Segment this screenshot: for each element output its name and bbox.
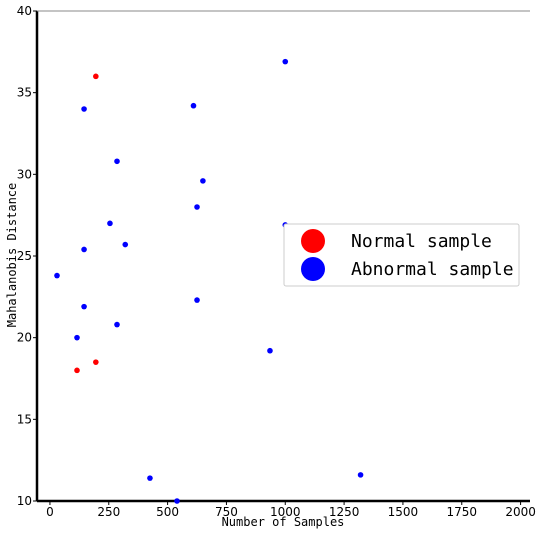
y-tick-label: 15	[17, 412, 32, 426]
x-tick-label: 0	[46, 505, 54, 519]
legend-box	[283, 223, 520, 287]
y-tick-label: 20	[17, 331, 32, 345]
x-ticks: 0 250 500 750 1000 1250 1500 1750 2000	[46, 501, 536, 519]
legend-marker-abnormal	[301, 257, 325, 281]
y-tick-label: 25	[17, 249, 32, 263]
abnormal-sample-point	[81, 106, 87, 112]
x-tick-label: 1750	[446, 505, 477, 519]
y-ticks: 10 15 20 25 30 35 40	[17, 4, 37, 508]
x-tick-label: 1250	[329, 505, 360, 519]
y-tick-label: 35	[17, 86, 32, 100]
abnormal-sample-point	[194, 204, 200, 210]
x-tick-label: 2000	[505, 505, 536, 519]
legend-label-normal: Normal sample	[351, 231, 492, 252]
abnormal-sample-point	[114, 158, 120, 165]
abnormal-sample-point	[174, 498, 180, 504]
abnormal-sample-point	[357, 472, 364, 478]
x-tick-label: 500	[156, 505, 179, 519]
legend-marker-normal	[301, 229, 325, 253]
legend: Normal sample Abnormal sample	[283, 223, 520, 287]
abnormal-sample-point	[190, 102, 197, 109]
abnormal-sample-point	[54, 272, 60, 279]
x-tick-label: 1500	[388, 505, 419, 519]
y-tick-label: 30	[17, 167, 32, 181]
abnormal-sample-point	[194, 297, 200, 303]
abnormal-sample-point	[74, 334, 80, 341]
abnormal-sample-point	[147, 475, 153, 481]
y-axis-title: Mahalanobis Distance	[5, 183, 19, 328]
x-axis-title: Number of Samples	[222, 515, 345, 529]
abnormal-sample-point	[107, 220, 113, 227]
abnormal-sample-point	[200, 178, 206, 184]
abnormal-sample-point	[282, 58, 289, 65]
normal-sample-point	[93, 359, 99, 365]
abnormal-sample-point	[81, 246, 87, 253]
normal-sample-point	[74, 367, 80, 374]
x-tick-label: 1000	[270, 505, 301, 519]
data-points	[54, 58, 364, 504]
abnormal-sample-point	[114, 321, 120, 328]
y-tick-label: 40	[17, 4, 32, 18]
y-tick-label: 10	[17, 494, 32, 508]
abnormal-sample-point	[267, 347, 273, 354]
normal-sample-point	[93, 73, 99, 80]
x-tick-label: 750	[215, 505, 238, 519]
abnormal-sample-point	[81, 303, 87, 310]
legend-label-abnormal: Abnormal sample	[351, 259, 514, 280]
abnormal-sample-point	[122, 241, 129, 248]
x-tick-label: 250	[97, 505, 120, 519]
